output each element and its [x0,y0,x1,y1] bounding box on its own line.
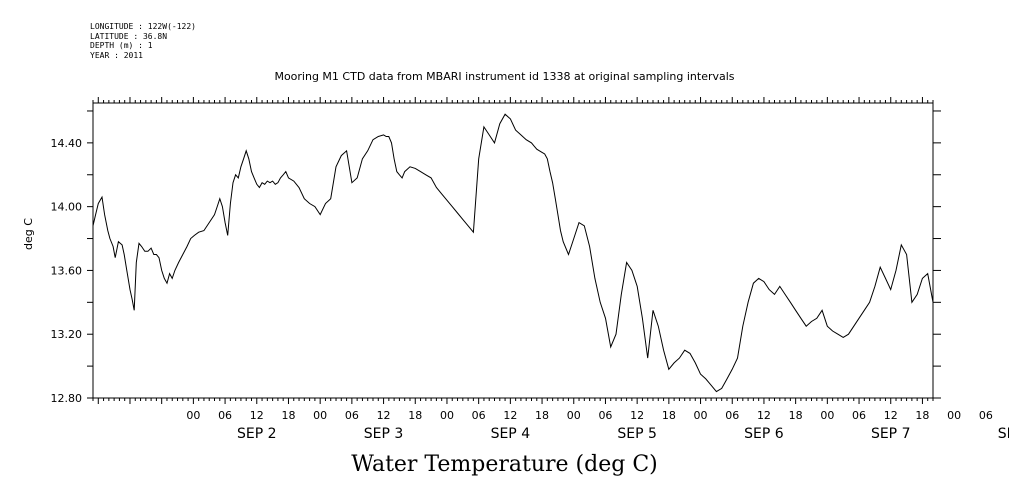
x-tick-label: 12 [757,409,771,422]
x-tick-label: 18 [535,409,549,422]
x-day-label: SEP 4 [491,426,531,442]
y-tick-label: 14.00 [51,201,83,214]
x-tick-label: 12 [630,409,644,422]
y-tick-label: 12.80 [51,392,83,405]
latitude-text: LATITUDE : 36.8N [90,31,168,41]
x-tick-label: 06 [345,409,359,422]
x-day-label: SEP 6 [744,426,784,442]
y-tick-label: 13.20 [51,328,83,341]
x-tick-label: 18 [662,409,676,422]
x-tick-label: 00 [440,409,454,422]
y-tick-label: 14.40 [51,137,83,150]
x-tick-label: 06 [598,409,612,422]
x-tick-label: 18 [789,409,803,422]
plot-frame [92,102,934,399]
x-tick-label: 00 [567,409,581,422]
x-day-label: SEP 3 [364,426,404,442]
x-tick-label: 00 [820,409,834,422]
metadata-block: LONGITUDE : 122W(-122) LATITUDE : 36.8N … [90,22,196,60]
x-tick-label: 06 [472,409,486,422]
x-tick-label: 18 [408,409,422,422]
x-day-label: SEP 7 [871,426,911,442]
x-tick-label: 12 [503,409,517,422]
y-tick-label: 13.60 [51,264,83,277]
x-tick-label: 18 [281,409,295,422]
x-day-label: SEP 2 [237,426,277,442]
x-tick-label: 00 [186,409,200,422]
x-tick-label: 12 [884,409,898,422]
x-tick-label: 00 [313,409,327,422]
x-day-label: SEP 8 [998,426,1009,442]
chart-title: Mooring M1 CTD data from MBARI instrumen… [274,70,735,83]
x-tick-label: 06 [979,409,993,422]
x-tick-label: 00 [947,409,961,422]
x-tick-label: 06 [852,409,866,422]
depth-text: DEPTH (m) : 1 [90,41,153,50]
year-text: YEAR : 2011 [90,50,143,60]
x-tick-label: 00 [694,409,708,422]
temperature-series-line [92,113,934,393]
x-axis-label: Water Temperature (deg C) [351,452,658,477]
x-tick-label: 06 [218,409,232,422]
longitude-text: LONGITUDE : 122W(-122) [90,22,196,31]
x-tick-label: 06 [725,409,739,422]
x-tick-label: 12 [377,409,391,422]
x-tick-label: 18 [915,409,929,422]
x-tick-label: 12 [250,409,264,422]
x-day-label: SEP 5 [617,426,657,442]
